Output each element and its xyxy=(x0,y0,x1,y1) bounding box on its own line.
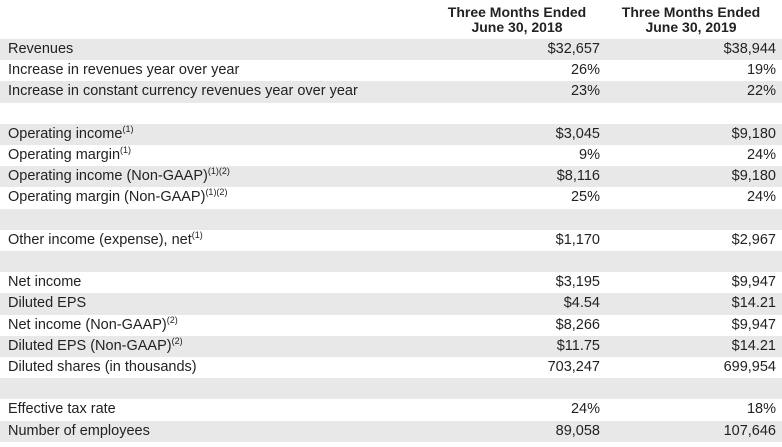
row-label: Net income (Non-GAAP)(2) xyxy=(8,315,178,336)
label-text: Operating income xyxy=(8,125,123,142)
cell-value: $38,944 xyxy=(723,41,776,57)
label-text: Other income (expense), net xyxy=(8,231,192,248)
cell-value: $9,180 xyxy=(731,168,776,185)
label-text: Effective tax rate xyxy=(8,401,116,418)
cell-value: $1,170 xyxy=(555,231,600,248)
table-row: Other income (expense), net(1) $1,170 $2,9… xyxy=(0,230,782,251)
cell-value: 703,247 xyxy=(547,359,600,375)
table-row: Diluted EPS (Non-GAAP)(2) $11.75 $14.21 xyxy=(0,335,782,357)
row-label: Diluted shares (in thousands) xyxy=(8,357,197,378)
table-row: Operating income (Non-GAAP)(1)(2) $8,116 $… xyxy=(0,166,782,188)
cell-value: $2,967 xyxy=(731,231,776,248)
cell-value: $11.75 xyxy=(556,337,600,354)
cell-value: 24% xyxy=(746,147,776,163)
table-row: Net income (Non-GAAP)(2) $8,266 $9,947 xyxy=(0,315,782,336)
table-row: Increase in revenues year over year 26% 19… xyxy=(0,60,782,81)
cell-value: 9% xyxy=(579,147,600,163)
header-line: Three Months Ended xyxy=(621,4,761,20)
cell-value: $4.54 xyxy=(563,295,600,312)
cell-value: 22% xyxy=(746,83,776,100)
cell-value: 107,646 xyxy=(723,422,776,439)
label-text: Diluted shares (in thousands) xyxy=(8,359,197,375)
cell-value: $32,657 xyxy=(547,41,600,57)
header-line: June 30, 2018 xyxy=(471,19,563,35)
cell-value: 26% xyxy=(570,62,600,79)
table-row: Net income $3,195 $9,947 xyxy=(0,272,782,293)
cell-value: 25% xyxy=(570,189,600,206)
cell-value: 699,954 xyxy=(723,359,776,375)
cell-value: 18% xyxy=(746,401,776,418)
label-text: Number of employees xyxy=(8,422,150,439)
spacer-row xyxy=(0,251,782,273)
row-label: Increase in revenues year over year xyxy=(8,60,239,81)
table-row: Increase in constant currency revenues y… xyxy=(0,81,782,103)
footnote-ref: (1) xyxy=(191,229,203,240)
table-row: Operating margin(1) 9% 24% xyxy=(0,145,782,166)
cell-value: $8,266 xyxy=(555,316,600,333)
table-row: Diluted EPS $4.54 $14.21 xyxy=(0,293,782,315)
footnote-ref: (1)(2) xyxy=(207,166,230,177)
table-row: Operating income(1) $3,045 $9,180 xyxy=(0,123,782,145)
cell-value: $3,045 xyxy=(555,125,600,142)
spacer-row xyxy=(0,103,782,124)
spacer-row xyxy=(0,208,782,230)
label-text: Net income xyxy=(8,274,82,291)
row-label: Operating income(1) xyxy=(8,124,133,145)
cell-value: 24% xyxy=(570,401,600,418)
label-text: Increase in constant currency revenues y… xyxy=(8,83,358,100)
footnote-ref: (1)(2) xyxy=(205,187,228,198)
row-label: Diluted EPS (Non-GAAP)(2) xyxy=(8,336,183,357)
cell-value: $9,947 xyxy=(731,316,776,333)
label-text: Net income (Non-GAAP) xyxy=(8,316,167,333)
cell-value: $14.21 xyxy=(731,337,776,354)
row-label: Increase in constant currency revenues y… xyxy=(8,81,358,102)
row-label: Net income xyxy=(8,272,81,293)
row-label: Revenues xyxy=(8,39,73,60)
row-label: Operating income (Non-GAAP)(1)(2) xyxy=(8,166,230,187)
table-row: Operating margin (Non-GAAP)(1)(2) 25% 24% xyxy=(0,187,782,208)
cell-value: $9,180 xyxy=(731,125,776,142)
footnote-ref: (1) xyxy=(122,123,134,134)
footnote-ref: (1) xyxy=(120,145,132,155)
row-label: Other income (expense), net(1) xyxy=(8,230,203,251)
label-text: Operating income (Non-GAAP) xyxy=(8,168,208,185)
row-label: Effective tax rate xyxy=(8,399,116,420)
spacer-row xyxy=(0,378,782,400)
footnote-ref: (2) xyxy=(171,335,183,346)
cell-value: 23% xyxy=(570,83,600,100)
table-row: Diluted shares (in thousands) 703,247 699,… xyxy=(0,357,782,378)
cell-value: 19% xyxy=(746,62,776,79)
cell-value: 89,058 xyxy=(555,422,600,439)
cell-value: $3,195 xyxy=(555,274,600,291)
footnote-ref: (2) xyxy=(166,314,178,325)
header-line: Three Months Ended xyxy=(447,4,587,20)
label-text: Operating margin (Non-GAAP) xyxy=(8,189,206,206)
label-text: Diluted EPS (Non-GAAP) xyxy=(8,337,172,354)
cell-value: 24% xyxy=(746,189,776,206)
row-label: Diluted EPS xyxy=(8,293,86,314)
column-header: Three Months Ended June 30, 2018 xyxy=(432,5,602,35)
label-text: Revenues xyxy=(8,41,74,57)
header-line: June 30, 2019 xyxy=(645,19,737,35)
cell-value: $8,116 xyxy=(556,168,600,185)
cell-value: $9,947 xyxy=(731,274,776,291)
row-label: Operating margin(1) xyxy=(8,145,131,166)
label-text: Operating margin xyxy=(8,147,121,163)
row-label: Operating margin (Non-GAAP)(1)(2) xyxy=(8,187,227,208)
label-text: Diluted EPS xyxy=(8,295,87,312)
label-text: Increase in revenues year over year xyxy=(8,62,240,79)
cell-value: $14.21 xyxy=(731,295,776,312)
table-row: Effective tax rate 24% 18% xyxy=(0,399,782,420)
table-row: Revenues $32,657 $38,944 xyxy=(0,39,782,61)
row-label: Number of employees xyxy=(8,421,150,442)
table-row: Number of employees 89,058 107,646 xyxy=(0,420,782,442)
column-header: Three Months Ended June 30, 2019 xyxy=(606,5,776,35)
